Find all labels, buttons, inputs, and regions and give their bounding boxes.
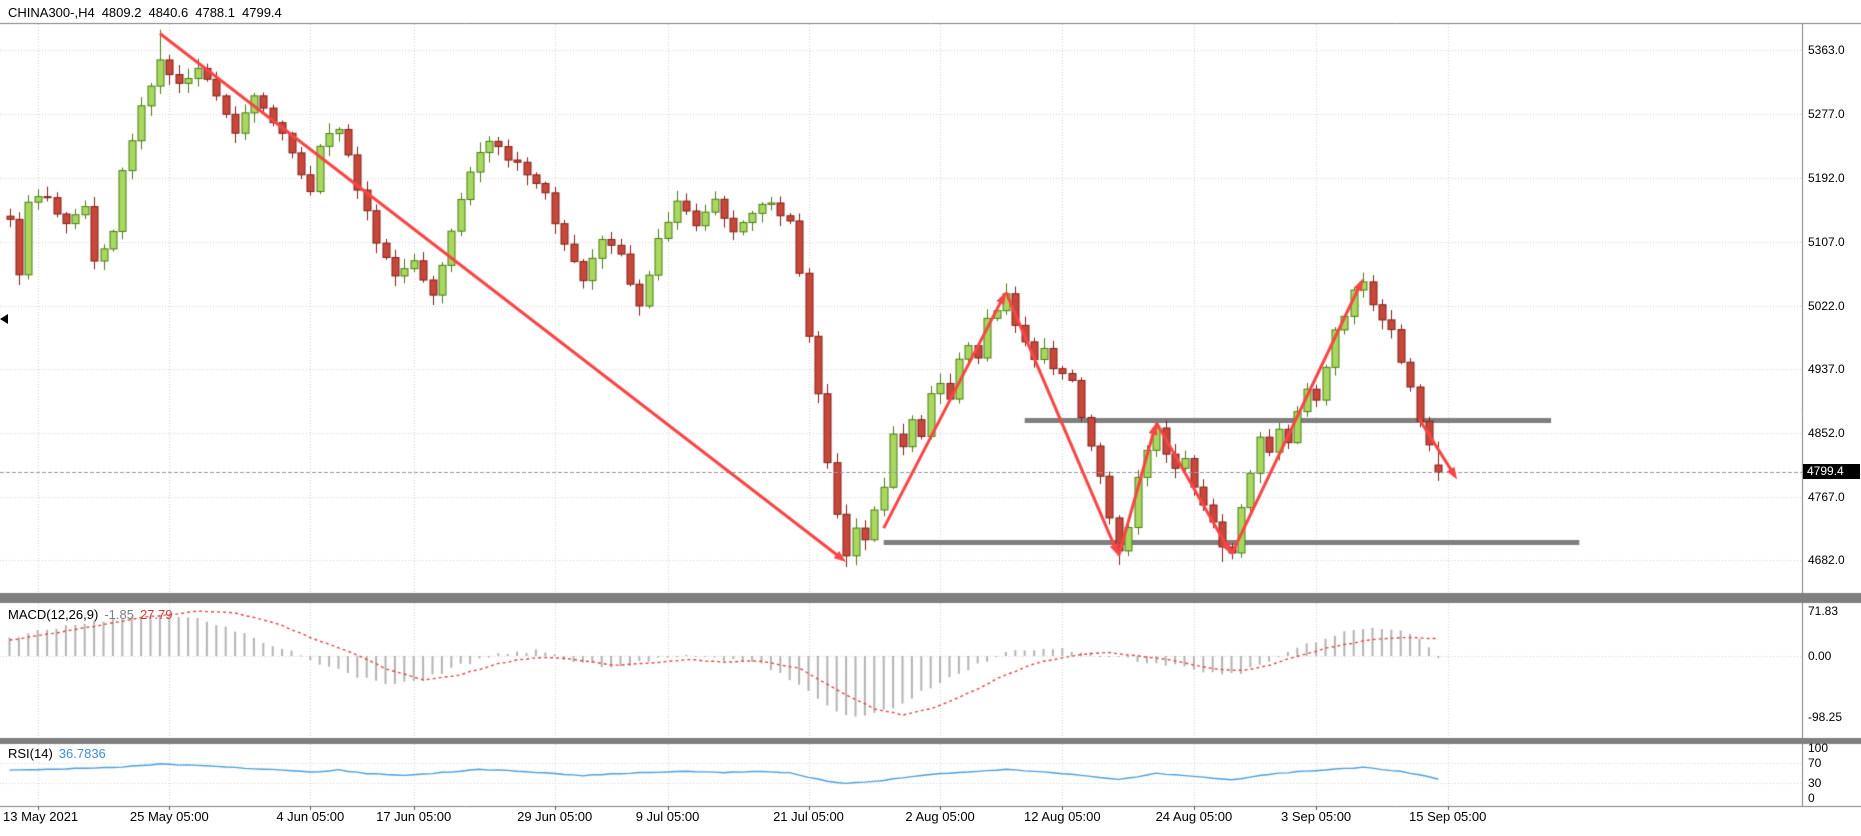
current-price-badge: 4799.4 — [1803, 464, 1860, 480]
symbol-timeframe-label: CHINA300-,H4 — [8, 5, 95, 20]
macd-name-label: MACD(12,26,9) — [8, 607, 99, 622]
price-axis[interactable] — [1803, 23, 1861, 806]
rsi-header: RSI(14) 36.7836 — [8, 746, 112, 761]
ohlc-open-value: 4809.2 — [101, 5, 142, 20]
macd-signal-value: 27.79 — [139, 607, 173, 622]
ohlc-close-value: 4799.4 — [242, 5, 282, 20]
macd-main-value: -1.85 — [104, 607, 134, 622]
ohlc-low-value: 4788.1 — [195, 5, 235, 20]
chart-scroll-anchor-icon — [0, 314, 8, 324]
chart-header: CHINA300-,H4 4809.2 4840.6 4788.1 4799.4 — [8, 5, 289, 20]
ohlc-high-value: 4840.6 — [148, 5, 189, 20]
rsi-name-label: RSI(14) — [8, 746, 53, 761]
rsi-value: 36.7836 — [58, 746, 106, 761]
time-axis[interactable] — [0, 807, 1861, 836]
macd-header: MACD(12,26,9) -1.85 27.79 — [8, 607, 179, 622]
